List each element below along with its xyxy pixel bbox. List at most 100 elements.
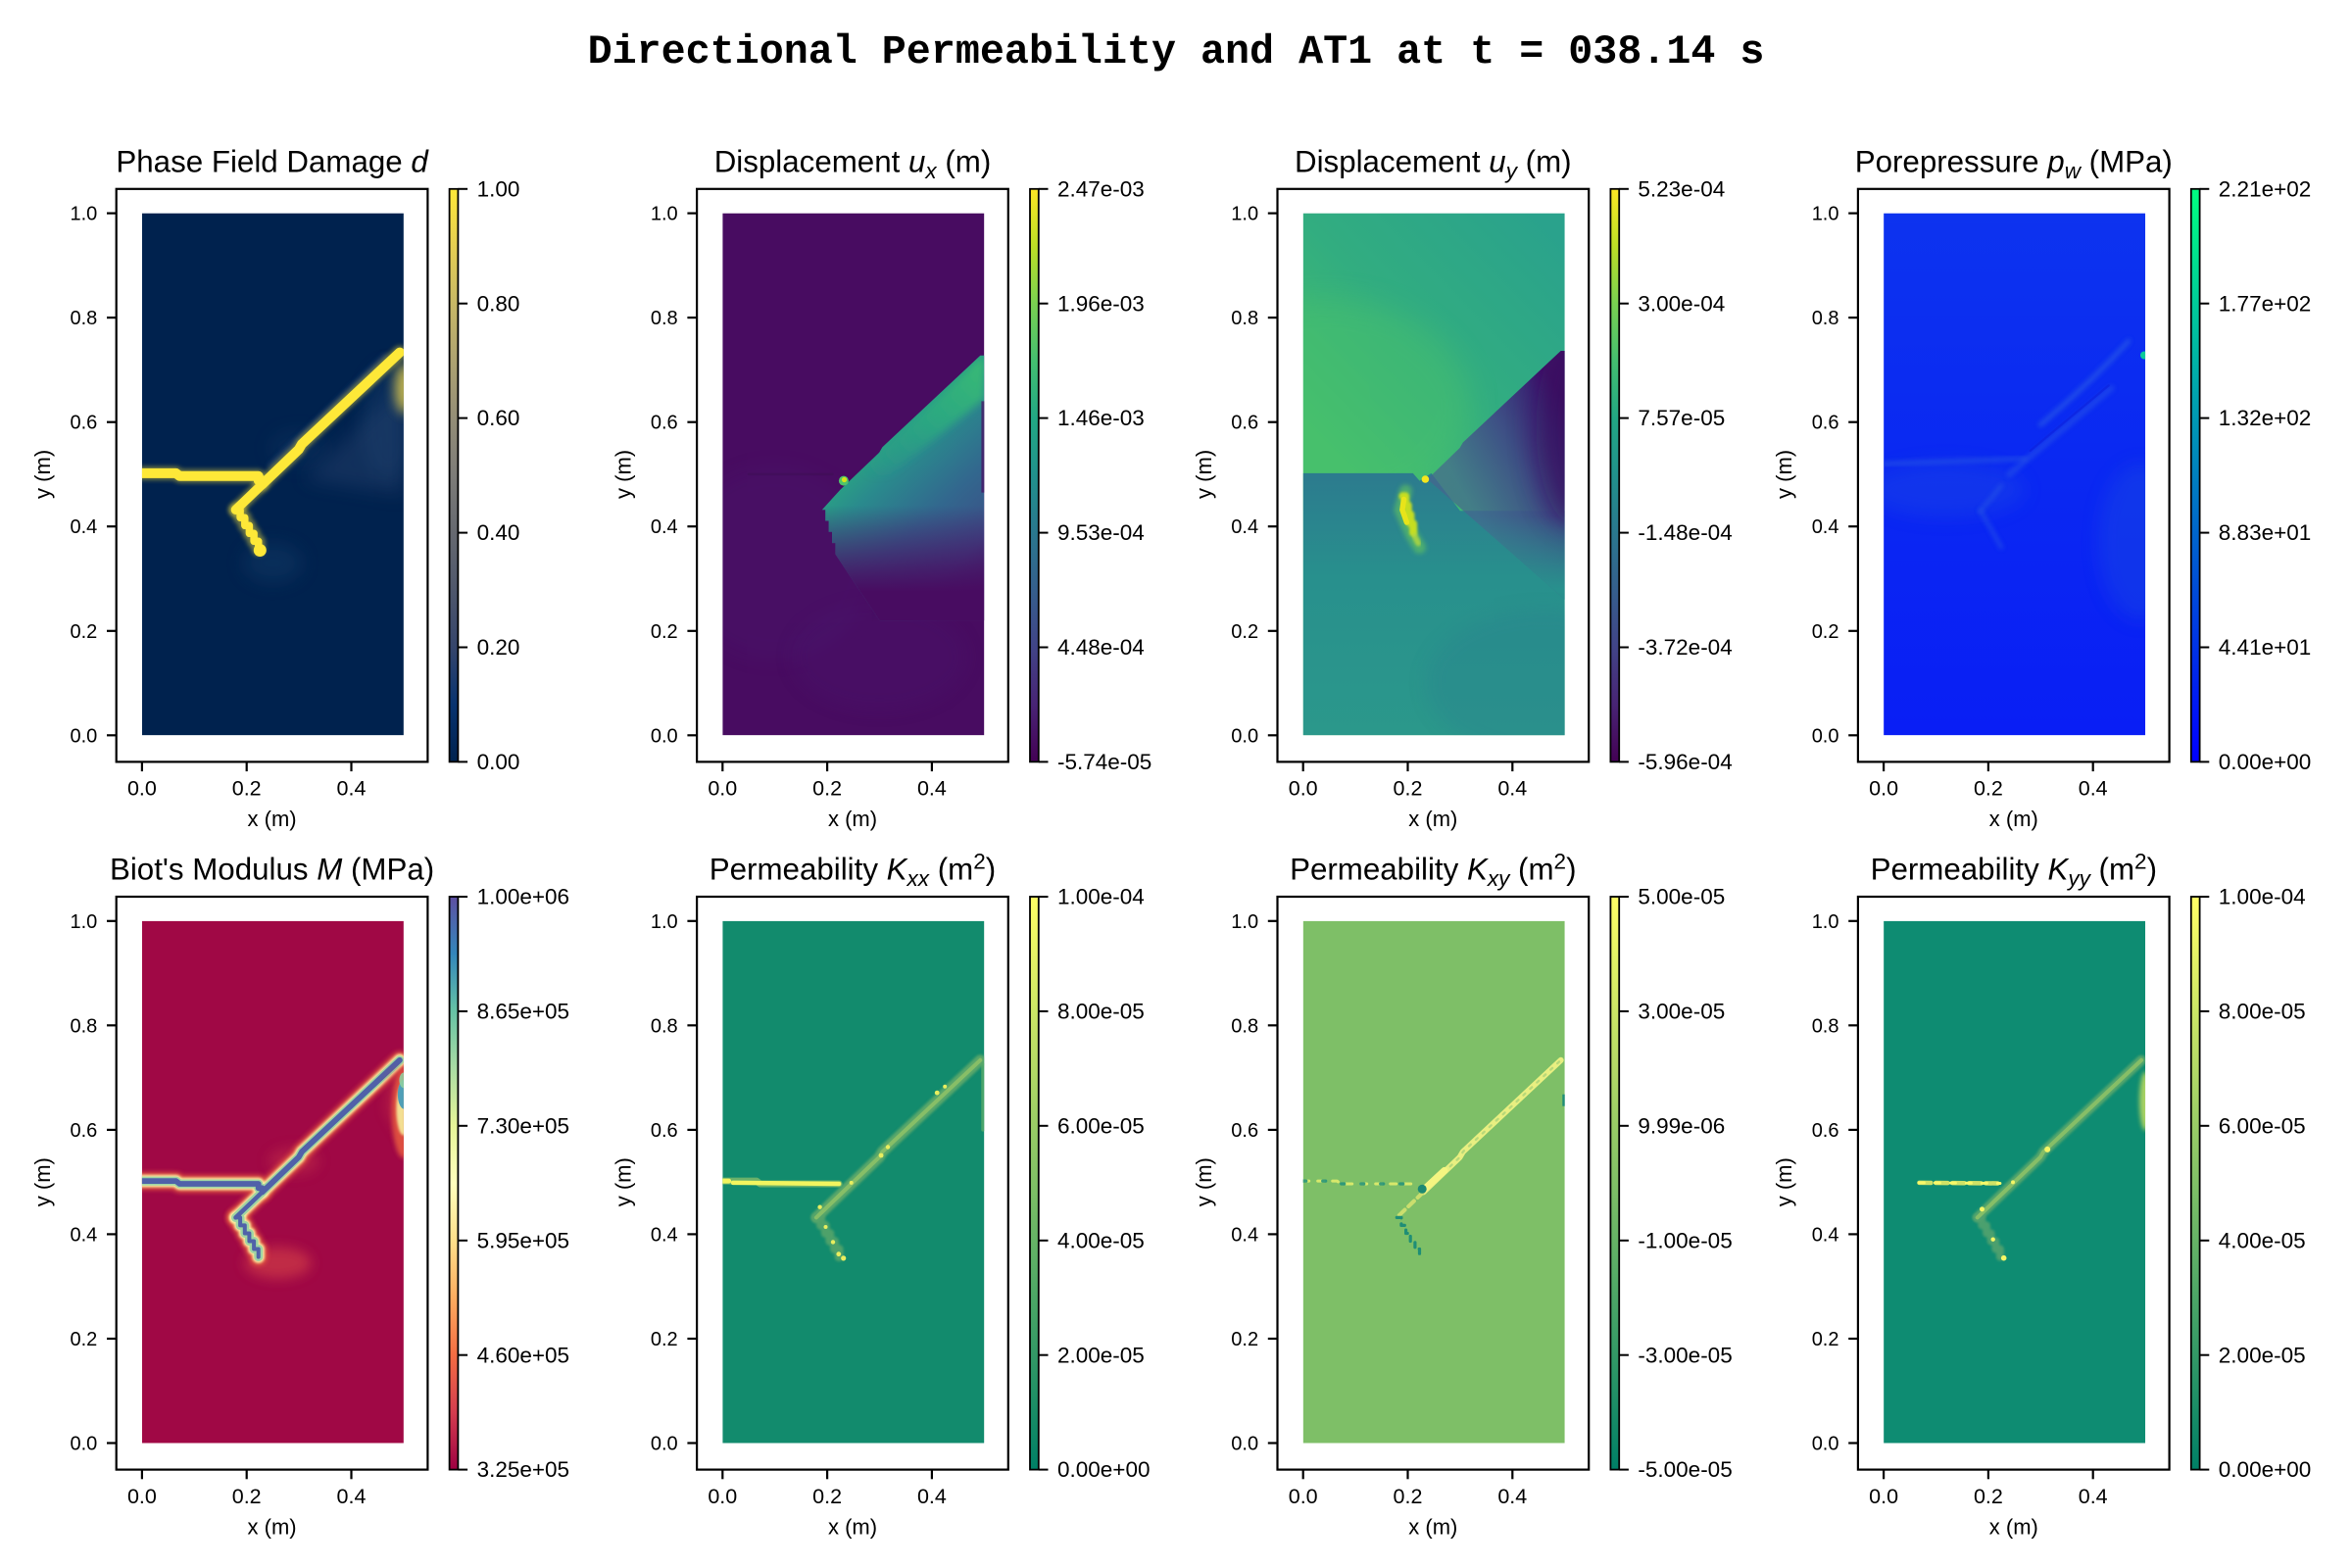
svg-text:0.6: 0.6	[70, 413, 97, 434]
svg-text:0.0: 0.0	[1289, 777, 1318, 801]
svg-text:8.00e-05: 8.00e-05	[2219, 1000, 2306, 1024]
svg-text:0.8: 0.8	[1812, 1015, 1839, 1037]
svg-text:0.0: 0.0	[1289, 1485, 1318, 1508]
svg-text:0.2: 0.2	[812, 777, 842, 801]
svg-text:x (m): x (m)	[1408, 1514, 1457, 1539]
svg-text:4.00e-05: 4.00e-05	[2219, 1228, 2306, 1252]
svg-text:1.00e-04: 1.00e-04	[2219, 885, 2306, 909]
svg-text:x (m): x (m)	[1408, 807, 1457, 831]
svg-text:0.0: 0.0	[708, 1485, 737, 1508]
svg-text:0.8: 0.8	[70, 308, 97, 329]
svg-text:6.00e-05: 6.00e-05	[2219, 1113, 2306, 1138]
svg-text:0.8: 0.8	[651, 308, 678, 329]
svg-text:1.0: 1.0	[1231, 911, 1258, 933]
svg-text:0.0: 0.0	[708, 777, 737, 801]
svg-text:0.40: 0.40	[477, 520, 520, 545]
svg-text:0.6: 0.6	[1812, 413, 1839, 434]
svg-text:Directional Permeability and A: Directional Permeability and AT1 at t = …	[588, 28, 1765, 75]
svg-text:0.0: 0.0	[1812, 1434, 1839, 1455]
svg-text:0.4: 0.4	[651, 516, 678, 538]
svg-text:0.8: 0.8	[1231, 308, 1258, 329]
svg-text:0.2: 0.2	[651, 1329, 678, 1350]
svg-text:y (m): y (m)	[1192, 1157, 1216, 1206]
svg-text:1.0: 1.0	[651, 911, 678, 933]
svg-text:3.25e+05: 3.25e+05	[477, 1457, 569, 1482]
svg-text:2.47e-03: 2.47e-03	[1057, 176, 1145, 201]
svg-text:0.6: 0.6	[70, 1120, 97, 1142]
svg-text:x (m): x (m)	[248, 807, 297, 831]
svg-text:0.0: 0.0	[1812, 725, 1839, 747]
svg-text:1.0: 1.0	[1231, 204, 1258, 225]
svg-text:7.30e+05: 7.30e+05	[477, 1113, 569, 1138]
svg-text:1.96e-03: 1.96e-03	[1057, 291, 1145, 316]
svg-text:-3.72e-04: -3.72e-04	[1638, 635, 1732, 660]
svg-text:8.65e+05: 8.65e+05	[477, 1000, 569, 1024]
svg-text:Porepressure pw (MPa): Porepressure pw (MPa)	[1855, 145, 2173, 184]
svg-text:y (m): y (m)	[30, 450, 55, 499]
svg-text:9.53e-04: 9.53e-04	[1057, 520, 1145, 545]
svg-text:y (m): y (m)	[30, 1157, 55, 1206]
svg-text:x (m): x (m)	[1989, 807, 2038, 831]
svg-text:Permeability Kxx (m2): Permeability Kxx (m2)	[710, 850, 996, 892]
svg-text:1.0: 1.0	[1812, 204, 1839, 225]
svg-text:0.8: 0.8	[651, 1015, 678, 1037]
svg-text:1.0: 1.0	[70, 911, 97, 933]
svg-text:0.0: 0.0	[127, 1485, 157, 1508]
svg-text:0.4: 0.4	[1231, 516, 1258, 538]
svg-text:2.00e-05: 2.00e-05	[1057, 1343, 1145, 1367]
svg-text:-5.00e-05: -5.00e-05	[1638, 1457, 1732, 1482]
svg-text:0.4: 0.4	[2079, 777, 2108, 801]
svg-text:x (m): x (m)	[248, 1514, 297, 1539]
svg-text:x (m): x (m)	[828, 1514, 877, 1539]
svg-text:0.8: 0.8	[70, 1015, 97, 1037]
svg-text:0.2: 0.2	[1974, 1485, 2003, 1508]
svg-text:2.00e-05: 2.00e-05	[2219, 1343, 2306, 1367]
svg-text:0.00: 0.00	[477, 750, 520, 774]
svg-text:0.2: 0.2	[1394, 1485, 1423, 1508]
svg-text:1.77e+02: 1.77e+02	[2219, 291, 2311, 316]
svg-text:1.00e-04: 1.00e-04	[1057, 885, 1145, 909]
svg-text:0.8: 0.8	[1231, 1015, 1258, 1037]
svg-text:y (m): y (m)	[1772, 1157, 1796, 1206]
svg-text:0.2: 0.2	[1812, 621, 1839, 643]
svg-text:4.60e+05: 4.60e+05	[477, 1343, 569, 1367]
svg-text:0.2: 0.2	[812, 1485, 842, 1508]
svg-text:4.00e-05: 4.00e-05	[1057, 1228, 1145, 1252]
svg-text:0.20: 0.20	[477, 635, 520, 660]
svg-text:0.00e+00: 0.00e+00	[2219, 750, 2311, 774]
svg-text:0.00e+00: 0.00e+00	[2219, 1457, 2311, 1482]
svg-text:3.00e-04: 3.00e-04	[1638, 291, 1725, 316]
svg-text:1.32e+02: 1.32e+02	[2219, 406, 2311, 430]
svg-text:1.00: 1.00	[477, 176, 520, 201]
svg-text:5.00e-05: 5.00e-05	[1638, 885, 1725, 909]
svg-text:0.2: 0.2	[1394, 777, 1423, 801]
svg-text:0.4: 0.4	[337, 777, 367, 801]
svg-text:8.83e+01: 8.83e+01	[2219, 520, 2311, 545]
svg-text:0.4: 0.4	[70, 516, 97, 538]
svg-text:5.95e+05: 5.95e+05	[477, 1228, 569, 1252]
svg-text:0.4: 0.4	[1812, 516, 1839, 538]
svg-text:1.0: 1.0	[70, 204, 97, 225]
svg-text:y (m): y (m)	[611, 1157, 635, 1206]
svg-text:0.2: 0.2	[1231, 1329, 1258, 1350]
svg-text:0.4: 0.4	[917, 777, 947, 801]
svg-text:Permeability Kyy (m2): Permeability Kyy (m2)	[1871, 850, 2157, 892]
svg-text:0.0: 0.0	[127, 777, 157, 801]
svg-text:0.2: 0.2	[232, 1485, 262, 1508]
svg-text:1.0: 1.0	[1812, 911, 1839, 933]
svg-text:-5.74e-05: -5.74e-05	[1057, 750, 1152, 774]
svg-text:0.2: 0.2	[70, 621, 97, 643]
svg-text:1.0: 1.0	[651, 204, 678, 225]
svg-text:0.4: 0.4	[70, 1224, 97, 1246]
svg-text:0.0: 0.0	[1231, 1434, 1258, 1455]
svg-text:1.46e-03: 1.46e-03	[1057, 406, 1145, 430]
svg-text:0.80: 0.80	[477, 291, 520, 316]
svg-text:0.6: 0.6	[1812, 1120, 1839, 1142]
svg-text:0.6: 0.6	[651, 1120, 678, 1142]
svg-text:y (m): y (m)	[1192, 450, 1216, 499]
svg-text:1.00e+06: 1.00e+06	[477, 885, 569, 909]
svg-text:0.2: 0.2	[1974, 777, 2003, 801]
svg-text:0.4: 0.4	[1231, 1224, 1258, 1246]
svg-text:Displacement ux (m): Displacement ux (m)	[714, 145, 992, 184]
svg-text:0.0: 0.0	[651, 725, 678, 747]
